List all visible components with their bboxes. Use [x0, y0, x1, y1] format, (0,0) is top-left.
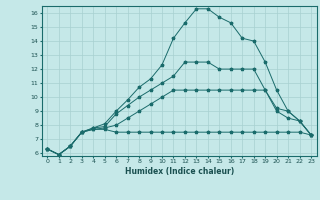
X-axis label: Humidex (Indice chaleur): Humidex (Indice chaleur) [124, 167, 234, 176]
